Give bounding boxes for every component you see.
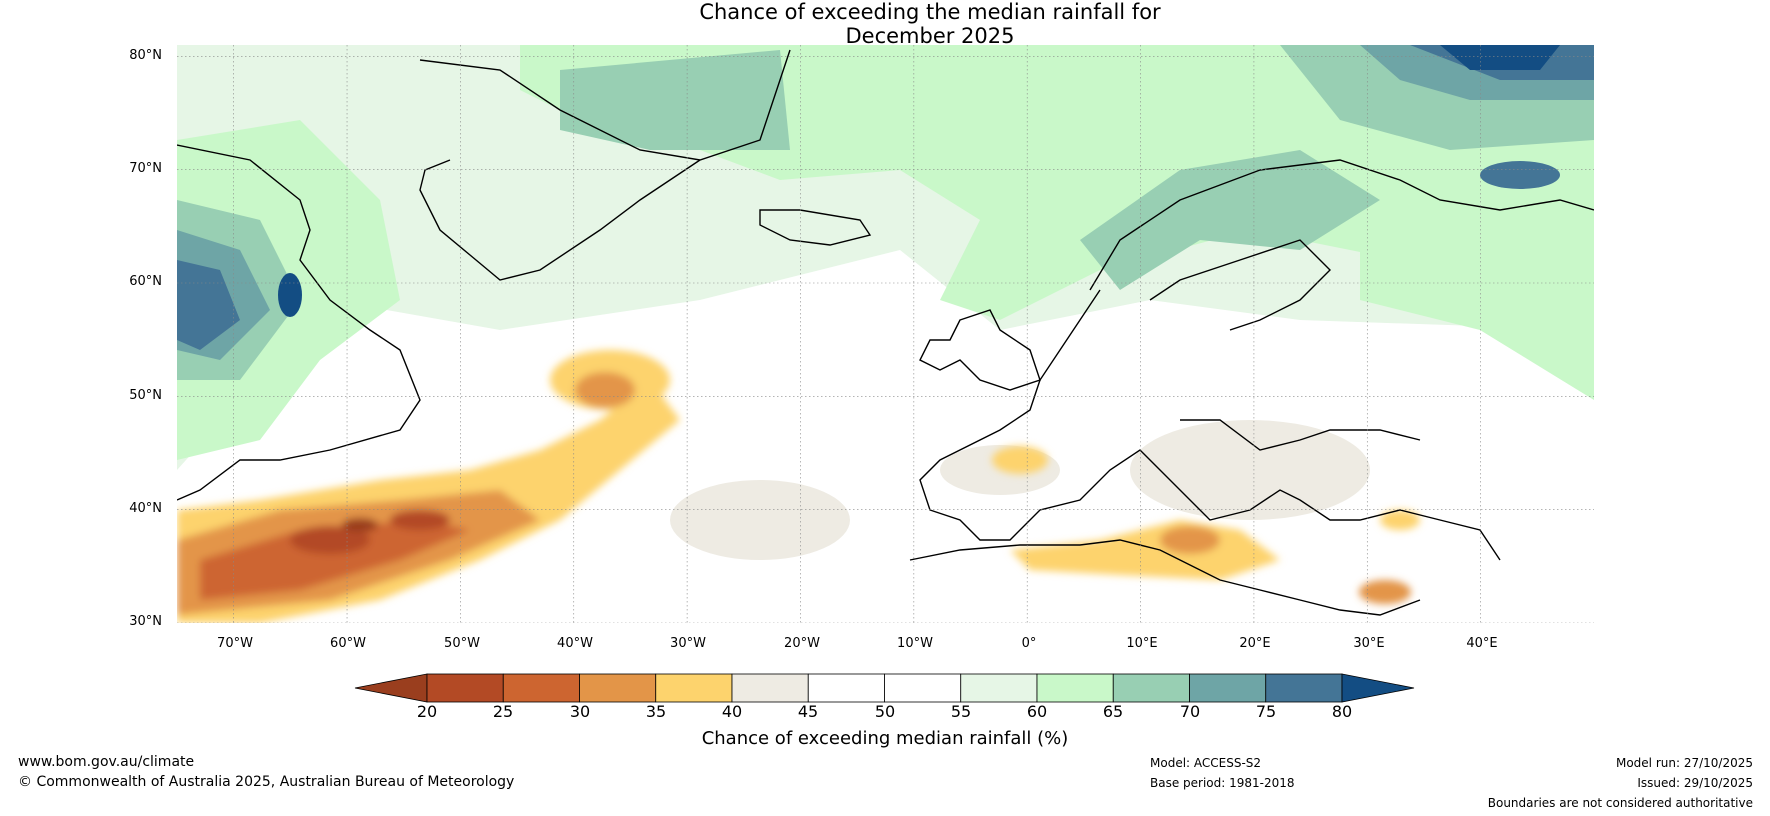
colorbar-swatch (884, 673, 962, 703)
coastline-british-isles (919, 309, 1041, 391)
colorbar-tick: 50 (874, 702, 896, 721)
issued-info: Issued: 29/10/2025 (1637, 776, 1753, 790)
lon-label: 30°E (1353, 636, 1385, 651)
colorbar-swatch (731, 673, 809, 703)
coastline-canada (177, 144, 421, 501)
lon-label: 20°E (1239, 636, 1271, 651)
model-info: Model: ACCESS-S2 (1150, 756, 1262, 770)
lon-label: 50°W (444, 636, 480, 651)
shade-25-30-atlantic (200, 520, 470, 600)
lat-label: 60°N (129, 274, 162, 289)
colorbar-tick: 55 (950, 702, 972, 721)
colorbar-swatch (960, 673, 1038, 703)
shade-barents-high (1480, 161, 1560, 189)
shade-60-65-east (1360, 200, 1594, 400)
colorbar-swatch (655, 673, 733, 703)
map-title: Chance of exceeding the median rainfall … (0, 0, 1770, 48)
shade-60-65-north (520, 45, 1594, 320)
lon-label: 20°W (784, 636, 820, 651)
shade-30-35-tunisia (1160, 526, 1220, 554)
colorbar-extend-high (1341, 673, 1415, 703)
colorbar-tick: 25 (492, 702, 514, 721)
shade-under-20-atlantic (342, 518, 378, 532)
lat-label: 50°N (129, 388, 162, 403)
shade-65-70-scandinavia (1080, 150, 1380, 290)
shade-over-80-ne (1440, 45, 1560, 70)
colorbar-swatch (502, 673, 580, 703)
coastline-iceland (759, 209, 872, 246)
shade-35-40-iberia (992, 446, 1048, 474)
colorbar-tick: 75 (1255, 702, 1277, 721)
colorbar-tick: 65 (1102, 702, 1124, 721)
colorbar-tick: 30 (569, 702, 591, 721)
colorbar-tick: 70 (1179, 702, 1201, 721)
colorbar-swatch (1112, 673, 1190, 703)
lat-label: 70°N (129, 161, 162, 176)
coastline-africa (909, 539, 1421, 616)
lon-label: 60°W (330, 636, 366, 651)
model-run-info: Model run: 27/10/2025 (1615, 756, 1753, 770)
website-link[interactable]: www.bom.gov.au/climate (18, 754, 195, 770)
copyright-text: © Commonwealth of Australia 2025, Austra… (18, 774, 515, 790)
shade-45-50-a (1130, 420, 1370, 520)
colorbar-tick: 60 (1026, 702, 1048, 721)
shade-over-80-labrador (278, 273, 302, 317)
colorbar-swatch (1265, 673, 1343, 703)
shade-20-25-atlantic-b (390, 510, 450, 530)
shade-30-35-levant (1359, 580, 1411, 604)
disclaimer-text: Boundaries are not considered authoritat… (1487, 796, 1753, 810)
lat-label: 80°N (129, 48, 162, 63)
lon-label: 70°W (217, 636, 253, 651)
colorbar-swatches (354, 673, 1415, 703)
map-title-line1: Chance of exceeding the median rainfall … (699, 0, 1161, 24)
graticule (177, 45, 1594, 623)
lat-label: 40°N (129, 501, 162, 516)
colorbar-tick: 45 (797, 702, 819, 721)
lon-label: 30°W (670, 636, 706, 651)
map-title-line2: December 2025 (845, 24, 1015, 48)
colorbar-label: Chance of exceeding median rainfall (%) (701, 728, 1069, 749)
colorbar-swatch (579, 673, 657, 703)
shade-75-80-labrador (177, 260, 240, 350)
colorbar-swatch (1036, 673, 1114, 703)
shade-35-40-turkey (1380, 510, 1420, 530)
lon-label: 10°W (897, 636, 933, 651)
shade-20-25-atlantic-a (290, 526, 370, 554)
lon-label: 40°E (1466, 636, 1498, 651)
coastline-scandinavia (1089, 159, 1594, 331)
colorbar-tick: 35 (645, 702, 667, 721)
shade-30-35-midatlantic (575, 372, 635, 408)
shade-45-50-b (670, 480, 850, 560)
lon-label: 0° (1021, 636, 1037, 651)
colorbar-swatch (1189, 673, 1267, 703)
colorbar-swatch (807, 673, 885, 703)
colorbar-swatch (426, 673, 504, 703)
colorbar-extend-low (354, 673, 428, 703)
lon-label: 10°E (1126, 636, 1158, 651)
colorbar-tick: 80 (1331, 702, 1353, 721)
colorbar-tick: 40 (721, 702, 743, 721)
colorbar-tick: 20 (416, 702, 438, 721)
lon-label: 40°W (557, 636, 593, 651)
coastline-europe (919, 289, 1501, 561)
shade-65-70-north (560, 50, 790, 150)
probability-shading (177, 45, 1594, 623)
coastlines (177, 49, 1594, 616)
base-period-info: Base period: 1981-2018 (1150, 776, 1295, 790)
lat-label: 30°N (129, 614, 162, 629)
coastline-greenland (419, 49, 791, 281)
